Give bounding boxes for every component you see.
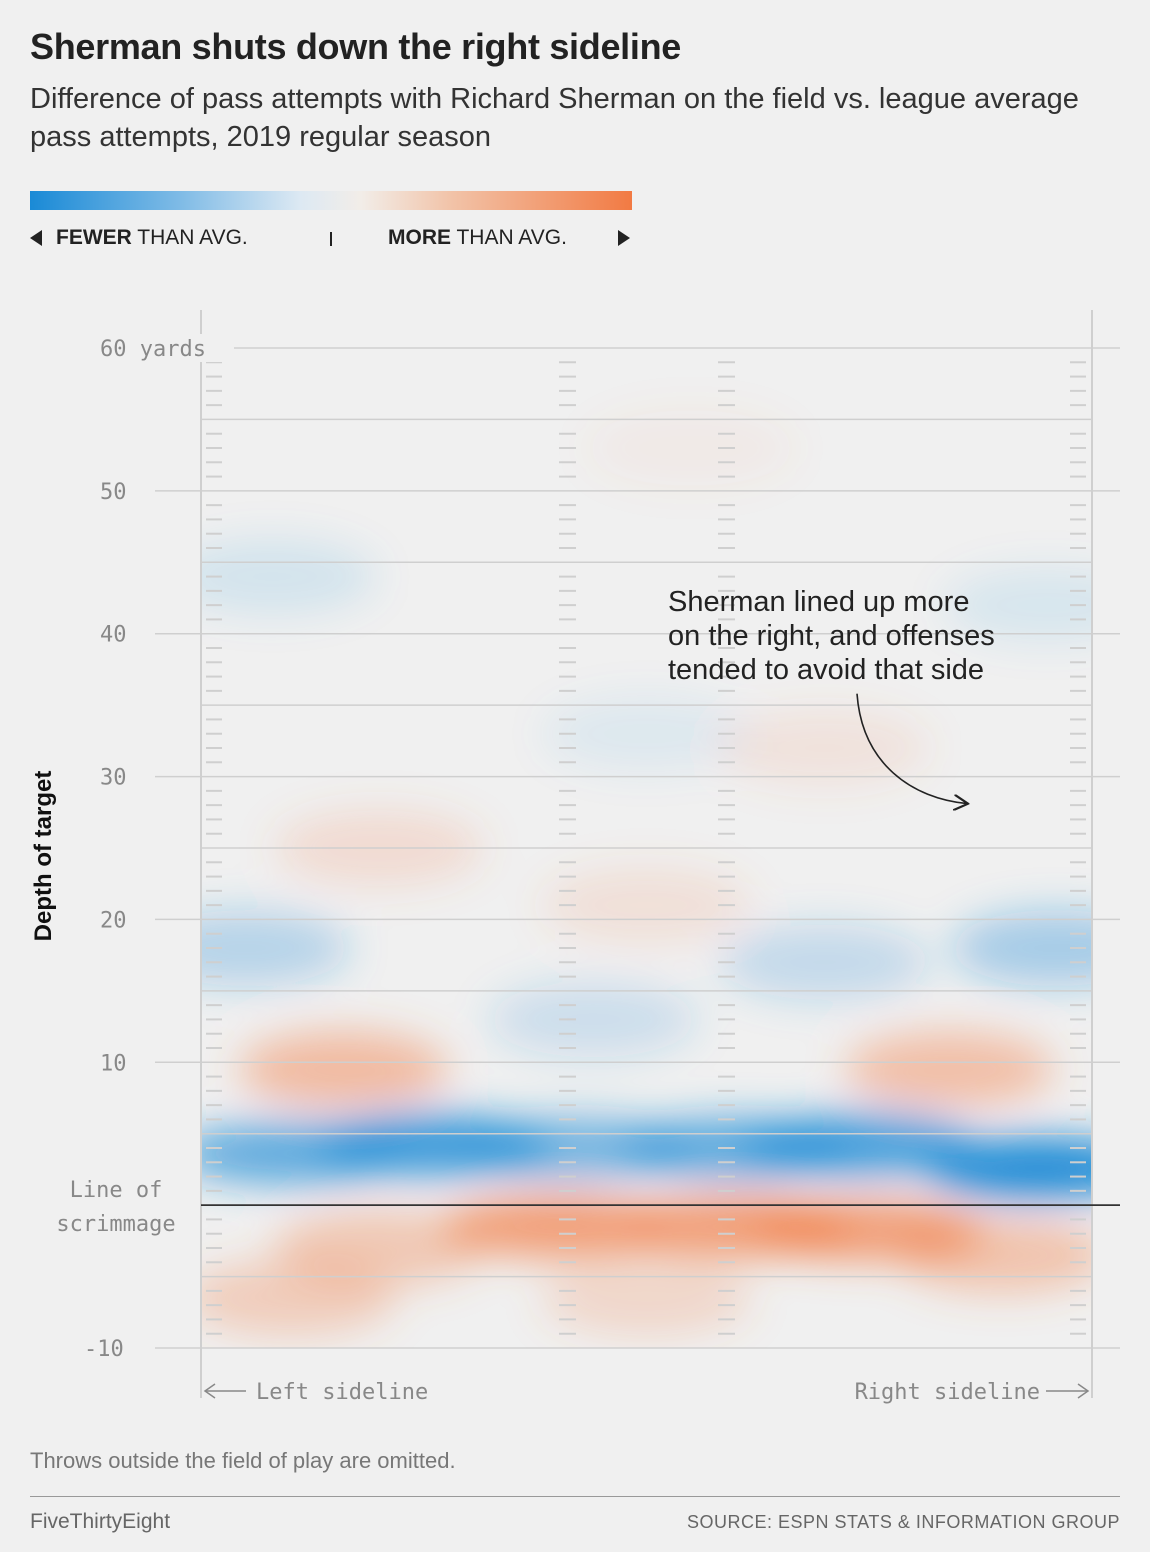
heatmap-cell <box>488 981 699 1058</box>
annotation-arrow <box>856 693 968 804</box>
chart-title: Sherman shuts down the right sideline <box>30 26 681 67</box>
field-lines <box>155 310 1120 1398</box>
legend-fewer-bold: FEWER <box>56 226 132 249</box>
legend-more-rest: THAN AVG. <box>451 226 567 249</box>
heatmap-cell <box>238 1031 449 1108</box>
y-axis-ticks: 60 yards 50 40 30 20 10 -10 Line of scrimmage Lef… <box>56 334 1090 1405</box>
brand-logo-text: FiveThirtyEight <box>30 1510 171 1533</box>
annotation-text-line: tended to avoid that side <box>668 654 984 686</box>
y-tick-label: -10 <box>84 1337 124 1362</box>
source-credit: SOURCE: ESPN STATS & INFORMATION GROUP <box>686 1512 1120 1532</box>
y-tick-label: 40 <box>100 623 127 648</box>
heatmap-cell <box>942 567 1092 644</box>
heatmap-cell <box>201 538 378 615</box>
y-tick-label: 50 <box>100 480 127 505</box>
y-tick-label: 10 <box>100 1051 127 1076</box>
heatmap-cell <box>719 924 930 1001</box>
heatmap-chart: 60 yards 50 40 30 20 10 -10 Line of scrimmage Lef… <box>56 310 1120 1405</box>
arrow-left-icon <box>30 230 42 246</box>
y-tick-label: 30 <box>100 766 127 791</box>
chart-subtitle: Difference of pass attempts with Richard… <box>30 83 1079 153</box>
tick-label-background <box>96 334 234 362</box>
annotation-text-line: Sherman lined up more <box>668 586 969 618</box>
y-tick-label: 60 yards <box>100 337 206 362</box>
heatmap-cell <box>541 695 752 772</box>
right-sideline-label: Right sideline <box>855 1380 1040 1405</box>
left-sideline-label: Left sideline <box>256 1380 428 1405</box>
heatmap-cell <box>442 1196 673 1257</box>
legend-fewer-label: FEWER THAN AVG. <box>56 226 248 250</box>
heatmap-cell <box>719 710 930 786</box>
legend-more-label: MORE THAN AVG. <box>388 226 567 250</box>
footnote: Throws outside the field of play are omi… <box>30 1448 456 1473</box>
color-legend-bar <box>30 191 632 210</box>
y-tick-label: 20 <box>100 908 127 933</box>
legend-fewer-rest: THAN AVG. <box>131 226 248 249</box>
scrimmage-label-line1: Line of <box>70 1178 163 1203</box>
heatmap-cell <box>897 1217 1092 1294</box>
heatmap-cell <box>201 910 351 986</box>
heatmap-cell <box>586 410 797 486</box>
heatmap-cell <box>745 1115 976 1176</box>
heatmap-cell <box>844 1031 1055 1108</box>
left-arrowhead-icon <box>203 1383 216 1399</box>
heatmap-cell <box>951 910 1092 986</box>
heatmap-cell <box>541 1260 752 1336</box>
legend-more-bold: MORE <box>388 226 451 249</box>
annotation-text-line: on the right, and offenses <box>668 620 995 652</box>
right-arrowhead-icon <box>1077 1383 1090 1399</box>
scrimmage-label-line2: scrimmage <box>56 1212 175 1237</box>
color-legend-labels: FEWER THAN AVG. MORE THAN AVG. <box>30 226 670 252</box>
heatmap-cell <box>923 1138 1092 1198</box>
arrow-right-icon <box>618 230 630 246</box>
footer-divider <box>30 1496 1120 1497</box>
heatmap-cell <box>201 1260 396 1336</box>
heatmap-blobs <box>201 410 1092 1336</box>
legend-divider <box>330 232 332 246</box>
heatmap-cell <box>541 867 752 944</box>
